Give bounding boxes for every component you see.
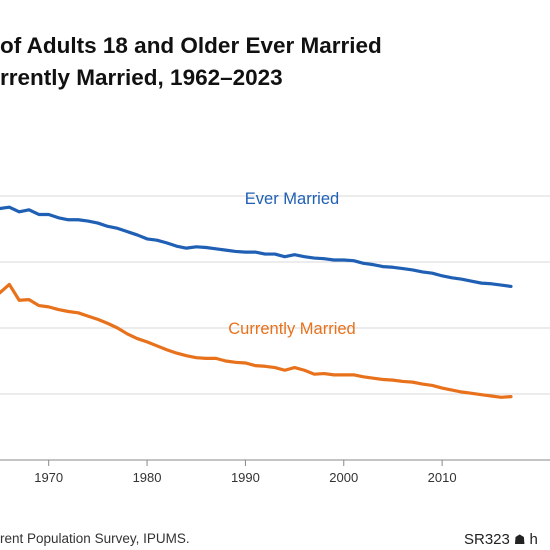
x-tick-label-1: 1980 xyxy=(133,470,162,485)
report-code: SR323 xyxy=(464,531,510,548)
series-line-0 xyxy=(0,205,513,289)
x-tick-label-2: 1990 xyxy=(231,470,260,485)
x-tick-label-0: 1970 xyxy=(34,470,63,485)
chart-title-line-1: of Adults 18 and Older Ever Married xyxy=(0,33,382,58)
source-note: rent Population Survey, IPUMS. xyxy=(0,531,190,546)
x-tick-label-4: 2010 xyxy=(428,470,457,485)
line-chart: 1970 1980 1990 2000 2010 Ever Married Currentl… xyxy=(0,190,550,485)
series-line-1 xyxy=(0,282,513,399)
x-tick-label-3: 2000 xyxy=(329,470,358,485)
series-label-0: Ever Married xyxy=(245,190,339,208)
chart-title-line-2: rrently Married, 1962–2023 xyxy=(0,65,283,90)
chart-title: of Adults 18 and Older Ever Married rren… xyxy=(0,30,550,94)
bell-icon: ☗ xyxy=(513,532,526,547)
series-label-1: Currently Married xyxy=(228,320,355,338)
footer: rent Population Survey, IPUMS. SR323 ☗ h xyxy=(0,531,550,550)
brand-mark: SR323 ☗ h xyxy=(464,531,538,548)
brand-fragment: h xyxy=(529,531,538,548)
